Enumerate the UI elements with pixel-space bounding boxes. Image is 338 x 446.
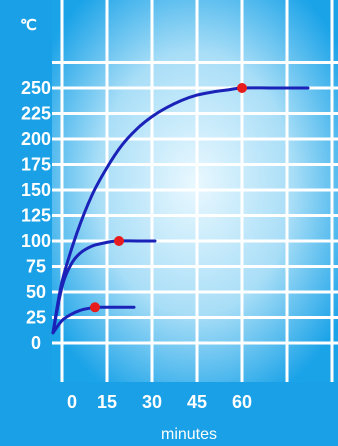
series-line-3 <box>51 86 310 335</box>
x-axis-label: minutes <box>161 426 217 443</box>
y-tick-label: 225 <box>21 104 51 124</box>
y-tick-label: 150 <box>21 180 51 200</box>
series-marker-3 <box>237 83 247 93</box>
y-tick-label: 100 <box>21 231 51 251</box>
y-tick-label: 175 <box>21 155 51 175</box>
x-tick-label: 0 <box>67 392 77 412</box>
series-marker-1 <box>90 302 100 313</box>
x-tick-labels: 0 15 30 45 60 <box>67 392 252 412</box>
x-tick-label: 45 <box>187 392 207 412</box>
y-tick-label: 75 <box>26 257 46 277</box>
y-axis-unit: ℃ <box>20 17 37 34</box>
y-tick-labels: 0 25 50 75 100 125 150 175 200 225 250 <box>21 78 51 353</box>
y-tick-label: 0 <box>31 333 41 353</box>
y-tick-label: 125 <box>21 206 51 226</box>
series-layer <box>51 86 310 335</box>
y-tick-label: 50 <box>26 282 46 302</box>
series-line-2 <box>51 239 157 335</box>
y-tick-label: 25 <box>26 308 46 328</box>
y-tick-label: 200 <box>21 129 51 149</box>
x-tick-label: 30 <box>142 392 162 412</box>
series-marker-2 <box>114 236 124 246</box>
marker-layer <box>90 83 247 313</box>
series-line-1 <box>51 305 136 335</box>
x-tick-label: 60 <box>232 392 252 412</box>
y-tick-label: 250 <box>21 78 51 98</box>
x-tick-label: 15 <box>97 392 117 412</box>
grid-lines <box>52 0 338 382</box>
